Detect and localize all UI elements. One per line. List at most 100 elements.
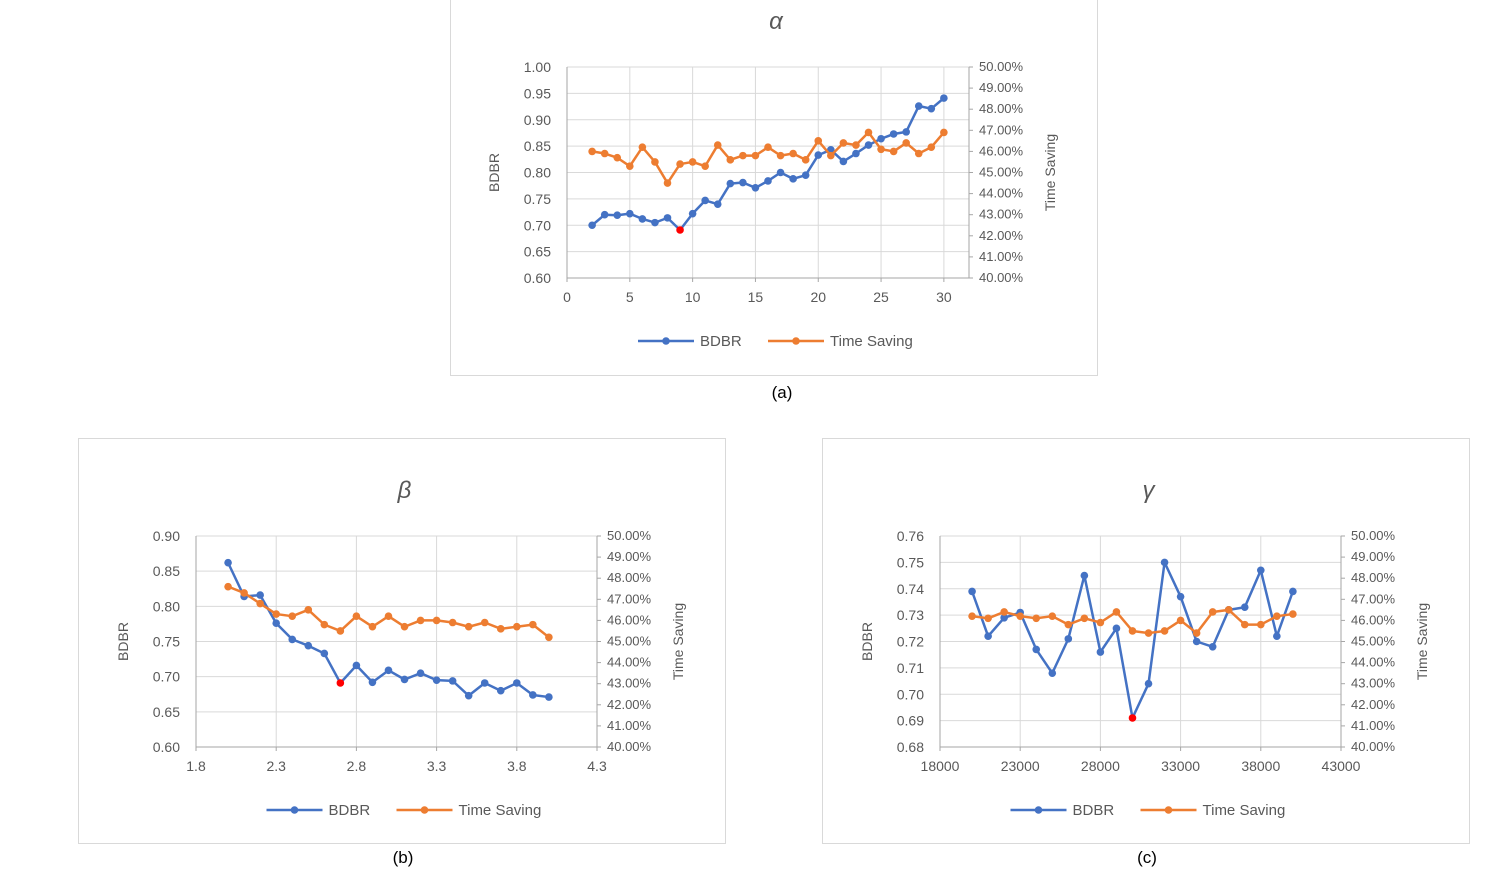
y-tick-label: 0.75 [153,634,180,650]
data-point [272,619,280,628]
data-point [1240,603,1249,612]
legend-swatch-marker [1034,806,1043,814]
data-point [701,196,709,205]
y-tick-label: 0.70 [524,217,551,233]
y-tick-label: 0.70 [153,669,180,685]
data-point [1048,669,1057,677]
y2-tick-label: 49.00% [607,549,652,564]
highlight-point [1128,714,1137,722]
y2-tick-label: 44.00% [607,655,652,670]
y2-tick-label: 45.00% [979,165,1024,180]
legend-label: Time Saving [459,802,542,819]
x-tick-label: 3.3 [427,758,447,774]
y2-tick-label: 41.00% [1351,718,1396,733]
chart-panel-alpha: 0.60 0.65 0.70 0.75 0.80 0.85 0.90 0.95 1.00 40.0… [450,0,1098,376]
data-point [432,616,441,625]
data-point [776,168,785,177]
data-point [588,221,596,230]
data-point [688,209,697,218]
y-tick-label: 0.74 [897,581,924,597]
data-point [626,162,634,170]
data-point [613,211,622,220]
data-point [713,200,722,208]
data-point [224,582,232,591]
y2-tick-label: 41.00% [607,718,652,733]
x-tick-label: 33000 [1161,758,1200,774]
data-point [852,141,860,149]
data-point [638,143,647,151]
y-tick-label: 0.60 [524,270,551,286]
y-tick-label: 0.76 [897,528,924,544]
x-tick-label: 10 [685,289,701,305]
data-point [940,128,948,137]
data-point [814,137,823,145]
data-point [288,635,297,644]
data-point [676,160,684,168]
data-point [701,162,709,170]
data-point [914,149,923,158]
y2-tick-label: 50.00% [979,59,1024,74]
data-point [416,669,425,677]
y-tick-label: 0.68 [897,739,924,755]
data-point [1000,613,1008,622]
data-point [272,610,280,618]
y2-tick-label: 41.00% [979,249,1024,264]
data-point [651,218,659,227]
chart-panel-beta: 0.60 0.65 0.70 0.75 0.80 0.85 0.90 40.00% 41.00%… [78,438,726,844]
data-point [839,139,848,147]
caption-c: (c) [1137,848,1157,867]
x-tick-label: 4.3 [587,758,607,774]
data-point [814,151,823,159]
data-point [600,210,609,219]
y-axis-title: BDBR [859,622,875,661]
data-point [1144,679,1153,688]
data-point [400,622,409,631]
y2-axis-title: Time Saving [1042,134,1058,211]
data-point [448,618,457,627]
data-point [902,128,910,136]
y2-tick-label: 43.00% [1351,676,1396,691]
data-point [1080,571,1089,580]
y2-tick-label: 47.00% [607,591,652,606]
data-point [1289,610,1297,618]
data-point [940,94,948,102]
data-point [320,649,329,658]
data-point [651,158,659,166]
y2-tick-label: 45.00% [1351,634,1396,649]
data-point [240,589,248,597]
highlight-point [336,679,345,687]
x-tick-label: 18000 [921,758,960,774]
y2-tick-label: 40.00% [607,739,652,754]
legend-swatch-marker [792,337,800,345]
data-point [1032,614,1041,623]
data-point [877,145,885,154]
data-point [1096,618,1105,627]
data-point [304,606,313,614]
y-tick-label: 0.65 [153,704,180,720]
data-point [1144,629,1153,637]
y-tick-label: 0.72 [897,634,924,650]
data-point [613,153,622,162]
data-point [224,558,232,567]
legend-label: BDBR [700,333,742,350]
data-point [448,677,457,685]
chart-title: α [769,8,784,35]
data-point [1016,612,1024,620]
chart-beta: 0.60 0.65 0.70 0.75 0.80 0.85 0.90 40.00% 41.00%… [115,477,686,819]
data-point [864,141,873,149]
data-point [889,130,898,138]
data-point [1289,587,1297,596]
data-point [726,179,735,188]
data-point [336,627,345,635]
y2-tick-label: 49.00% [979,80,1024,95]
y2-tick-label: 43.00% [607,676,652,691]
x-tick-label: 5 [626,289,634,305]
y2-tick-label: 45.00% [607,634,652,649]
data-point [545,633,553,642]
y2-tick-label: 48.00% [607,570,652,585]
data-point [968,612,976,620]
y2-tick-label: 50.00% [607,528,652,543]
y-tick-label: 0.69 [897,713,924,729]
data-point [513,622,521,631]
data-point [1112,608,1121,616]
